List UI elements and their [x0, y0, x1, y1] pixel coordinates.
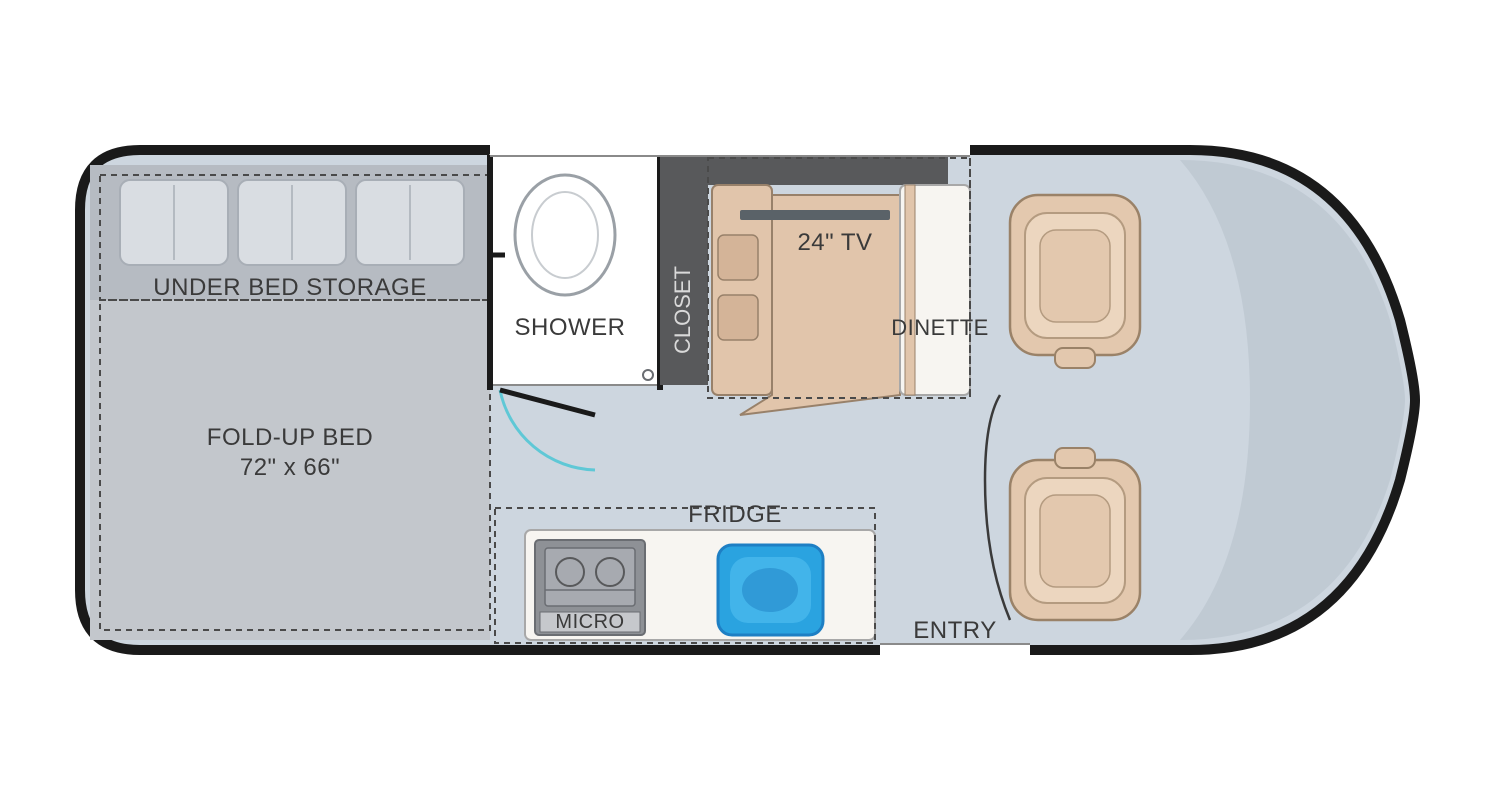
- label-closet: CLOSET: [670, 266, 695, 354]
- tv-bar: [740, 210, 890, 220]
- sink: [718, 545, 823, 635]
- label-fridge: FRIDGE: [688, 501, 782, 528]
- floorplan-svg: UNDER BED STORAGE FOLD-UP BED 72" x 66" …: [0, 0, 1500, 800]
- label-shower: SHOWER: [515, 314, 626, 341]
- label-fold-up-bed-2: 72" x 66": [240, 454, 340, 481]
- label-under-bed: UNDER BED STORAGE: [153, 274, 426, 301]
- label-dinette: DINETTE: [891, 315, 989, 340]
- label-tv: 24" TV: [797, 229, 872, 256]
- label-entry: ENTRY: [913, 617, 996, 644]
- label-fold-up-bed-1: FOLD-UP BED: [207, 424, 373, 451]
- passenger-seat: [1010, 195, 1140, 368]
- label-micro: MICRO: [555, 611, 624, 633]
- pillows: [120, 180, 464, 265]
